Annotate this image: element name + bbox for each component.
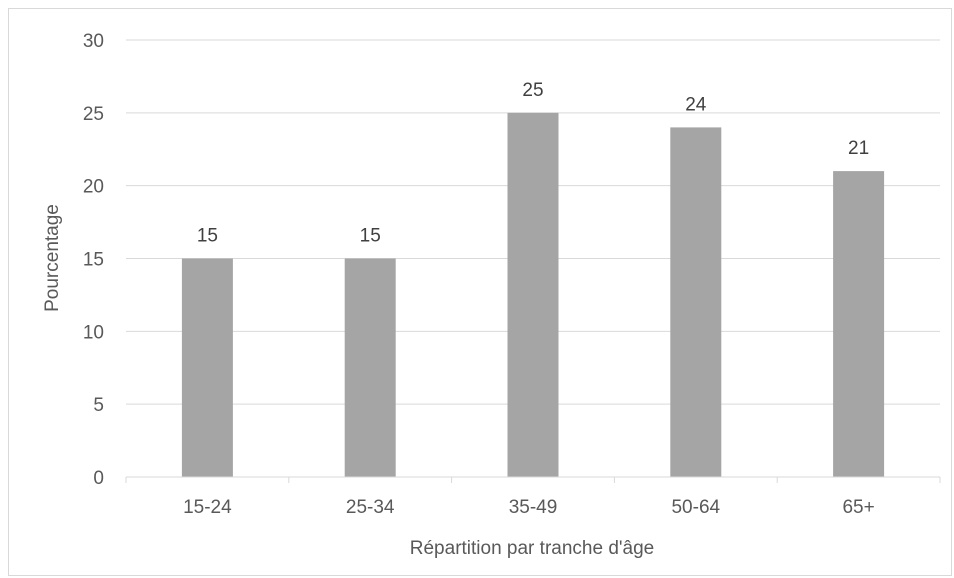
y-tick-label: 20: [83, 177, 104, 198]
y-tick-label: 10: [83, 322, 104, 343]
data-label: 24: [685, 94, 707, 115]
bar: [344, 258, 396, 477]
x-tick-label: 25-34: [346, 497, 395, 518]
data-label: 21: [848, 138, 869, 159]
bars: [181, 112, 885, 478]
y-tick-label: 5: [93, 395, 104, 416]
x-tick-label: 65+: [842, 497, 874, 518]
axes: [125, 476, 941, 483]
data-label: 15: [360, 226, 381, 247]
data-label: 25: [522, 80, 543, 101]
x-tick-label: 35-49: [509, 497, 558, 518]
gridlines: [126, 39, 940, 405]
y-axis-title: Pourcentage: [42, 204, 63, 312]
x-tick-label: 50-64: [671, 497, 720, 518]
bar: [181, 258, 233, 477]
y-tick-label: 25: [83, 104, 104, 125]
bar: [833, 171, 885, 477]
labels: 0 5 10 15 20 25 30 15 15-24 15 25-34 25 35-49 24 50-64…: [83, 31, 875, 518]
y-tick-label: 15: [83, 250, 104, 271]
x-tick-label: 15-24: [183, 497, 232, 518]
bar: [670, 127, 722, 478]
bar: [507, 112, 559, 477]
y-tick-label: 0: [93, 468, 104, 489]
x-axis-title: Répartition par tranche d'âge: [410, 538, 654, 559]
y-tick-label: 30: [83, 31, 104, 52]
chart-frame: [8, 8, 952, 576]
data-label: 15: [197, 226, 218, 247]
